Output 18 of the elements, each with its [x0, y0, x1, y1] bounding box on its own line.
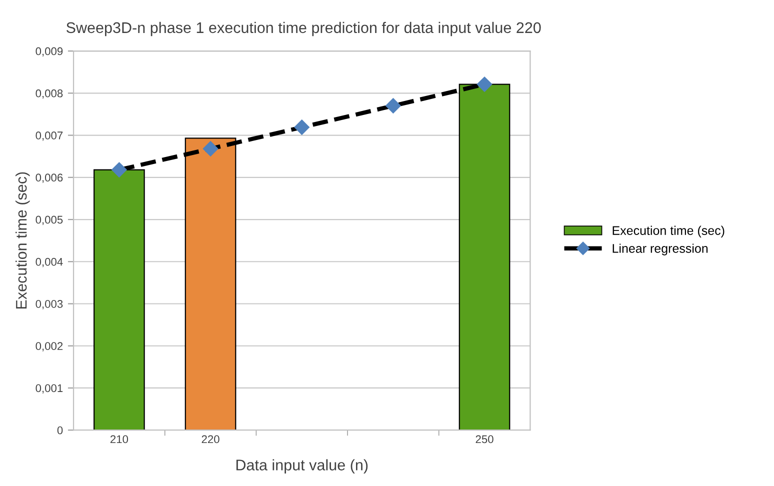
y-tick-label: 0,009 [36, 47, 63, 56]
y-axis-title: Execution time (sec) [16, 172, 30, 309]
y-tick-label: 0 [57, 426, 63, 434]
y-tick-label: 0,008 [36, 89, 63, 99]
x-axis-title: Data input value (n) [236, 459, 368, 474]
y-tick-label: 0,006 [36, 174, 63, 183]
x-tick-label: 250 [476, 435, 494, 444]
x-tick-label: 220 [202, 435, 220, 444]
y-tick-label: 0,001 [36, 384, 63, 394]
legend-label: Execution time (sec) [612, 226, 724, 238]
y-tick-label: 0,003 [36, 300, 63, 310]
y-tick-label: 0,004 [36, 258, 63, 268]
y-tick-label: 0,002 [36, 342, 63, 352]
y-tick-label: 0,007 [36, 132, 63, 141]
x-tick-label: 210 [110, 435, 128, 444]
legend-label: Linear regression [612, 244, 708, 256]
y-tick-label: 0,005 [36, 216, 63, 225]
chart-title: Sweep3D-n phase 1 execution time prediction for data input value 220 [66, 22, 541, 36]
